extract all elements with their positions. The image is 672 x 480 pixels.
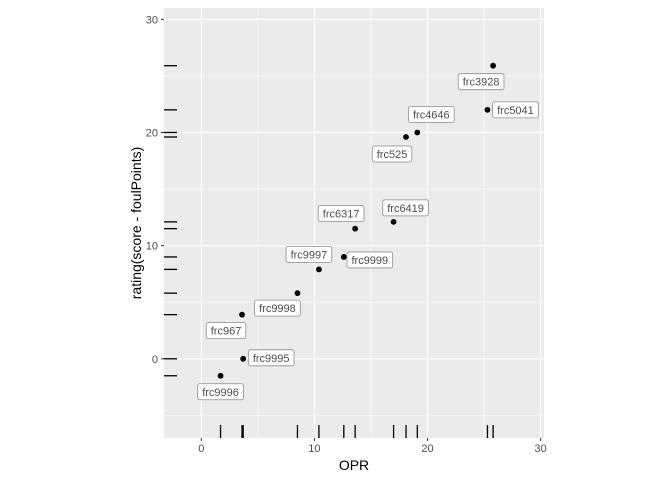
point-label-box [382, 199, 429, 217]
point-label-text: frc9995 [253, 353, 290, 365]
data-point [352, 225, 359, 232]
data-point [239, 311, 245, 318]
point-label-box [247, 349, 295, 367]
rug-y [164, 65, 177, 377]
point-label-box [317, 205, 365, 223]
data-point [294, 290, 301, 297]
point-label-text: frc6419 [387, 203, 424, 215]
x-tick-label: 10 [308, 443, 320, 455]
data-point [217, 372, 224, 379]
y-tick-label: 0 [152, 354, 158, 366]
y-tick-label: 20 [146, 127, 158, 139]
point-label-box [371, 145, 413, 163]
rug-x [219, 425, 494, 438]
x-tick-label: 20 [421, 443, 433, 455]
point-label-box [457, 73, 505, 91]
point-label-text: frc6317 [323, 209, 360, 221]
data-point [340, 254, 347, 260]
point-label-box [492, 101, 539, 119]
x-tick-label: 0 [198, 443, 204, 455]
data-point [240, 355, 247, 362]
point-label-text: frc9996 [202, 387, 239, 399]
x-axis-ticks: 0 10 20 30 [198, 438, 547, 455]
y-axis-title: rating(score - foulPoints) [128, 147, 144, 300]
data-point [484, 106, 491, 113]
y-axis-ticks: 0 10 20 30 [146, 14, 164, 366]
data-point [316, 266, 322, 273]
data-point [414, 129, 421, 136]
y-tick-label: 30 [146, 14, 158, 26]
data-point [490, 62, 497, 69]
point-label-text: frc9997 [291, 249, 328, 261]
point-label-text: frc967 [211, 326, 242, 338]
point-label-text: frc9999 [351, 255, 388, 267]
point-labels: frc9996 frc9995 frc967 frc9998 frc9997 frc999… [197, 73, 539, 401]
point-label-text: frc3928 [463, 77, 500, 89]
x-tick-label: 30 [534, 443, 546, 455]
point-label-box [408, 106, 455, 123]
grid-major [164, 8, 544, 438]
y-tick-label: 10 [146, 241, 158, 253]
point-label-text: frc5041 [497, 105, 534, 117]
point-label-box [346, 251, 394, 269]
point-label-box [285, 245, 333, 263]
point-label-text: frc525 [377, 149, 408, 161]
point-label-text: frc4646 [413, 109, 450, 121]
point-label-box [197, 383, 244, 401]
x-axis-title: OPR [339, 457, 369, 473]
data-point [390, 218, 397, 225]
data-points [217, 62, 497, 379]
point-label-box [254, 299, 301, 317]
data-point [403, 134, 409, 140]
point-label-box [205, 322, 247, 340]
point-label-text: frc9998 [259, 303, 296, 315]
